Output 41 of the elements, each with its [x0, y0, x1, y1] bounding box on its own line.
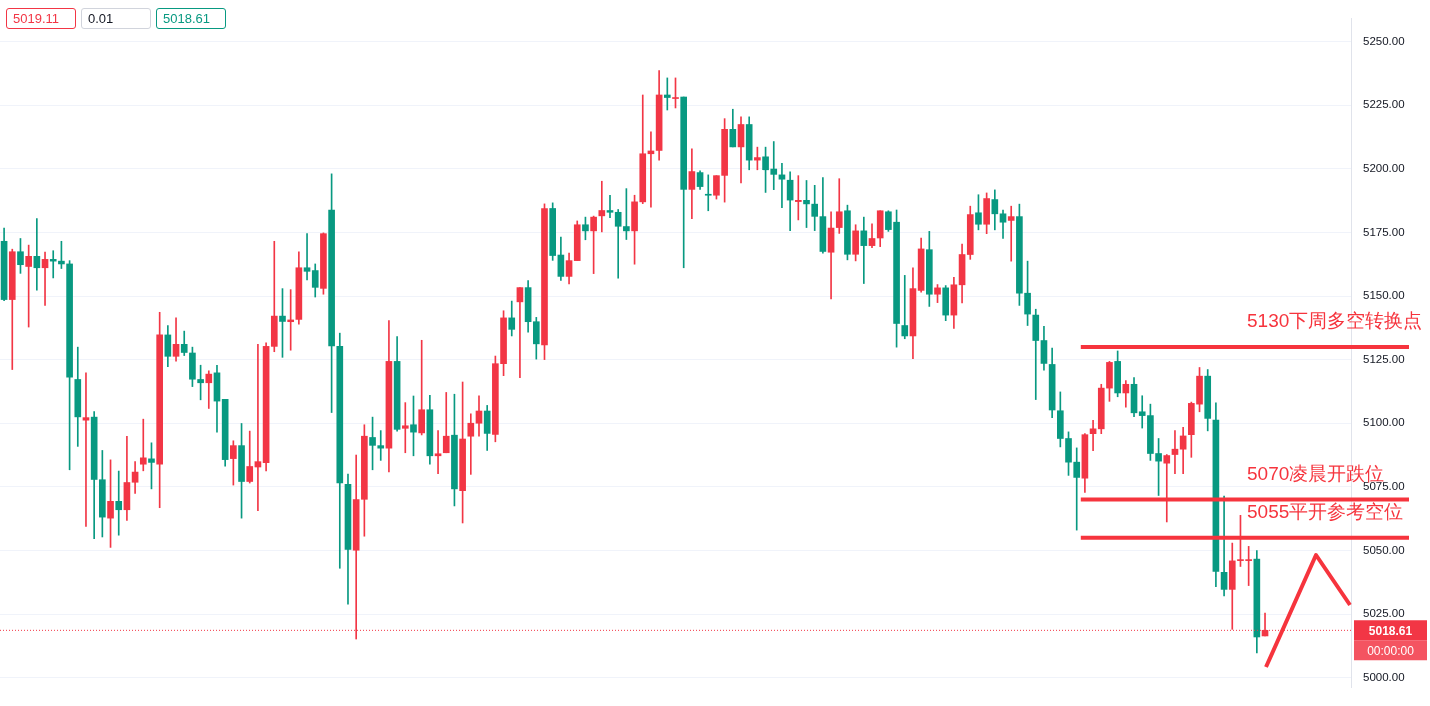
- candlestick: [598, 180, 606, 233]
- annotation: 0.01: [81, 8, 151, 29]
- annotation: 5018.61: [156, 8, 226, 29]
- candlestick: [663, 77, 671, 111]
- y-tick-label: 5250.00: [1363, 34, 1405, 47]
- candlestick: [205, 370, 213, 409]
- y-tick-label: 5200.00: [1363, 161, 1405, 174]
- candlestick: [115, 470, 123, 536]
- ref-line-label: 5130下周多空转换点: [1247, 309, 1423, 331]
- candlestick: [1073, 447, 1081, 531]
- y-tick-label: 5175.00: [1363, 225, 1405, 238]
- candlestick: [794, 175, 802, 221]
- candlestick: [401, 402, 409, 454]
- candlestick: [82, 372, 90, 527]
- candlestick: [418, 339, 426, 436]
- candlestick: [467, 413, 475, 475]
- ref-line-label: 5055平开参考空位: [1247, 500, 1404, 522]
- text: 00:00:00: [1367, 643, 1415, 658]
- candlestick: [254, 344, 262, 512]
- candlestick: [1171, 430, 1179, 474]
- y-tick-label: 5125.00: [1363, 352, 1405, 365]
- candlestick: [860, 216, 868, 284]
- candlestick: [606, 194, 614, 218]
- y-tick-label: 5100.00: [1363, 416, 1405, 429]
- y-tick-label: 5150.00: [1363, 289, 1405, 302]
- candlestick: [303, 233, 311, 281]
- candlestick: [1007, 205, 1015, 262]
- y-tick-label: 5225.00: [1363, 98, 1405, 111]
- candlestick: [516, 287, 524, 379]
- candlestick: [704, 174, 712, 212]
- ref-line-label: 5018.61: [1368, 623, 1413, 638]
- candlestick: [434, 430, 442, 474]
- annotation: 5019.11: [6, 8, 76, 29]
- candlestick: [1089, 420, 1097, 452]
- candlestick: [778, 163, 786, 209]
- y-tick-label: 5025.00: [1363, 607, 1405, 620]
- candlestick: [41, 251, 49, 306]
- candlestick: [139, 418, 147, 472]
- candlestick: [901, 275, 909, 340]
- y-tick-label: 5050.00: [1363, 543, 1405, 556]
- y-tick-label: 5000.00: [1363, 670, 1405, 683]
